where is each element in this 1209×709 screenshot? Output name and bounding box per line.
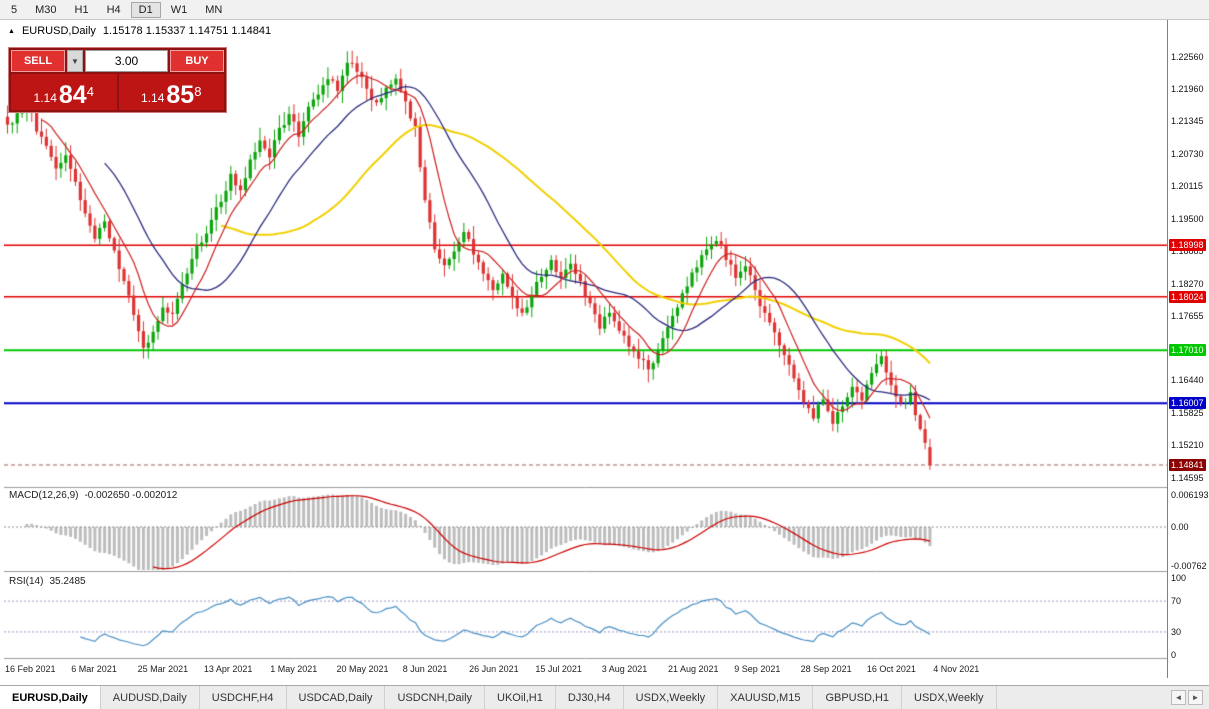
date-label: 20 May 2021 [336, 664, 389, 674]
volume-dropdown-button[interactable]: ▼ [67, 50, 83, 72]
price-tick: 1.20115 [1171, 181, 1203, 192]
macd-axis-tick: 0.00 [1171, 522, 1189, 532]
price-tick: 1.19500 [1171, 213, 1204, 224]
price-tick: 1.18270 [1171, 278, 1204, 289]
date-label: 3 Aug 2021 [601, 664, 648, 674]
chart-tab-10[interactable]: USDX,Weekly [902, 686, 997, 709]
price-tick: 1.17655 [1171, 311, 1204, 322]
price-tick: 1.21345 [1171, 116, 1204, 127]
rsi-axis-tick: 70 [1171, 596, 1182, 607]
sell-button[interactable]: SELL [11, 50, 65, 72]
chart-tabs-bar: EURUSD,Daily AUDUSD,Daily USDCHF,H4 USDCAD,… [0, 685, 1209, 709]
volume-input[interactable] [85, 50, 168, 72]
chart-tab-1[interactable]: AUDUSD,Daily [101, 686, 200, 709]
macd-axis-tick: 0.006193 [1171, 490, 1209, 501]
chart-area: ▲ EURUSD,Daily 1.15178 1.15337 1.14751 1… [0, 20, 1167, 685]
date-label: 28 Sep 2021 [800, 664, 852, 674]
timeframe-button-D1[interactable]: D1 [130, 1, 161, 18]
buy-price-base: 1.14 [141, 91, 165, 105]
date-axis[interactable]: 16 Feb 2021 6 Mar 2021 25 Mar 2021 13 Apr 2… [4, 664, 1164, 678]
price-tick: 1.14595 [1171, 473, 1204, 483]
tabs-nav: ◄ ► [1165, 686, 1209, 709]
price-tick: 1.22560 [1171, 52, 1204, 63]
sell-price-sup: 4 [86, 84, 94, 99]
date-label: 1 May 2021 [270, 664, 318, 674]
date-label: 16 Oct 2021 [866, 664, 916, 674]
price-tick: 1.18885 [1171, 246, 1204, 257]
rsi-axis-tick: 100 [1171, 573, 1187, 583]
price-level-label: 1.18998 [1169, 239, 1206, 252]
sell-price-display[interactable]: 1.14 84 4 [11, 74, 117, 110]
price-tick: 1.21960 [1171, 83, 1204, 94]
price-axis[interactable]: 1.22560 1.21960 1.21345 1.20730 1.20115 1.195… [1167, 20, 1209, 678]
date-label: 21 Aug 2021 [668, 664, 719, 674]
date-label: 26 Jun 2021 [469, 664, 519, 674]
macd-axis-tick: -0.00762 [1171, 561, 1207, 572]
chart-tab-9[interactable]: GBPUSD,H1 [813, 686, 903, 709]
date-label: 8 Jun 2021 [402, 664, 448, 674]
chart-tab-5[interactable]: UKOil,H1 [485, 686, 556, 709]
chart-title: ▲ EURUSD,Daily 1.15178 1.15337 1.14751 1… [8, 25, 271, 37]
timeframe-button-5[interactable]: 5 [11, 3, 18, 16]
chart-tab-3[interactable]: USDCAD,Daily [287, 686, 386, 709]
rsi-axis-tick: 30 [1171, 626, 1182, 637]
timeframe-button-M30[interactable]: M30 [35, 3, 57, 16]
chart-tab-0[interactable]: EURUSD,Daily [0, 686, 101, 709]
current-price-label: 1.14841 [1169, 458, 1206, 471]
sell-price-big: 84 [58, 81, 87, 109]
buy-button[interactable]: BUY [170, 50, 224, 72]
timeframe-toolbar: 5 M30 H1 H4 D1 W1 MN [0, 0, 1209, 20]
chart-tab-6[interactable]: DJ30,H4 [556, 686, 624, 709]
buy-price-display[interactable]: 1.14 85 8 [118, 74, 224, 110]
price-chart-canvas[interactable] [4, 28, 1167, 660]
date-label: 9 Sep 2021 [734, 664, 781, 674]
price-tick: 1.16440 [1171, 375, 1204, 386]
tabs-scroll-left-button[interactable]: ◄ [1171, 690, 1186, 705]
buy-price-big: 85 [166, 81, 195, 109]
sell-price-base: 1.14 [33, 91, 57, 105]
rsi-indicator-label: RSI(14) 35.2485 [9, 576, 86, 587]
tabs-scroll-right-button[interactable]: ► [1188, 690, 1203, 705]
macd-name: MACD(12,26,9) [9, 490, 79, 501]
price-level-label: 1.18024 [1169, 290, 1206, 303]
chart-symbol-label: EURUSD,Daily [21, 25, 96, 37]
buy-price-sup: 8 [194, 84, 202, 99]
chart-tab-4[interactable]: USDCNH,Daily [385, 686, 486, 709]
macd-indicator-label: MACD(12,26,9) -0.002650 -0.002012 [9, 490, 177, 501]
price-tick: 1.15210 [1171, 440, 1204, 451]
rsi-value: 35.2485 [49, 576, 86, 587]
price-tick: 1.15825 [1171, 407, 1204, 418]
one-click-trade-panel: SELL ▼ BUY 1.14 84 4 1.14 85 8 [8, 47, 227, 113]
date-label: 4 Nov 2021 [933, 664, 980, 674]
macd-values: -0.002650 -0.002012 [84, 490, 178, 501]
timeframe-button-W1[interactable]: W1 [170, 3, 188, 16]
timeframe-button-MN[interactable]: MN [205, 3, 223, 16]
chevron-down-icon: ▼ [71, 56, 79, 66]
chart-ohlc-values: 1.15178 1.15337 1.14751 1.14841 [102, 25, 272, 37]
chart-tab-2[interactable]: USDCHF,H4 [200, 686, 287, 709]
date-label: 15 Jul 2021 [535, 664, 582, 674]
price-level-label: 1.17010 [1169, 344, 1206, 357]
date-label: 16 Feb 2021 [5, 664, 56, 674]
date-label: 25 Mar 2021 [137, 664, 189, 674]
price-level-label: 1.16007 [1169, 397, 1206, 410]
date-label: 6 Mar 2021 [71, 664, 117, 674]
chart-collapse-icon[interactable]: ▲ [8, 27, 15, 35]
timeframe-button-H1[interactable]: H1 [74, 3, 89, 16]
rsi-axis-tick: 0 [1171, 650, 1177, 660]
price-tick: 1.20730 [1171, 148, 1204, 159]
chart-tab-8[interactable]: XAUUSD,M15 [718, 686, 814, 709]
date-label: 13 Apr 2021 [203, 664, 253, 674]
rsi-name: RSI(14) [9, 576, 44, 587]
chart-tab-7[interactable]: USDX,Weekly [624, 686, 719, 709]
timeframe-button-H4[interactable]: H4 [106, 3, 121, 16]
